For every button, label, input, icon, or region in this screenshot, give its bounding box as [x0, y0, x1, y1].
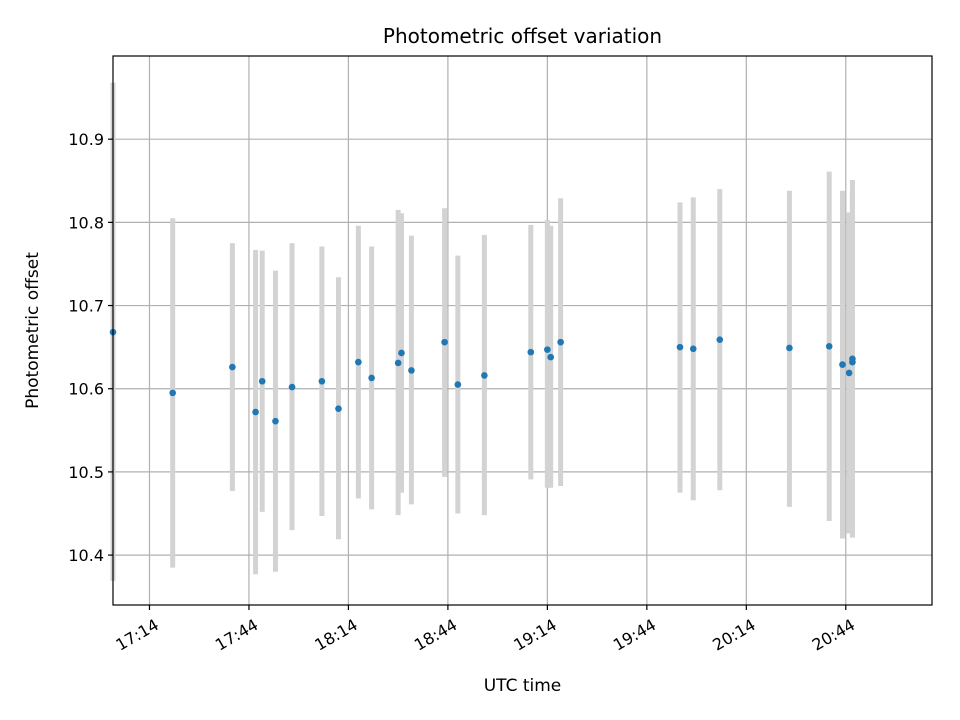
data-point — [454, 381, 462, 388]
plot-frame — [112, 55, 933, 606]
data-point — [481, 372, 488, 379]
data-points — [109, 328, 856, 425]
data-point — [368, 374, 375, 382]
data-point — [676, 343, 684, 351]
data-point — [845, 369, 853, 377]
data-point — [825, 343, 833, 350]
data-point — [441, 338, 448, 346]
data-point — [527, 348, 535, 356]
data-point — [272, 417, 279, 425]
data-point — [786, 344, 793, 352]
data-point — [318, 377, 326, 385]
data-point — [169, 389, 176, 397]
y-axis-title: Photometric offset — [23, 252, 43, 409]
y-tick-label: 10.4 — [68, 546, 104, 565]
data-point — [398, 349, 405, 357]
data-point — [355, 358, 362, 366]
y-tick-label: 10.8 — [68, 213, 104, 232]
data-point — [689, 345, 697, 353]
y-tick-label: 10.7 — [68, 297, 104, 316]
data-point — [229, 363, 236, 371]
data-point — [335, 405, 342, 412]
y-axis: 10.4 10.5 10.6 10.7 10.8 10.9 — [68, 130, 113, 565]
y-tick-label: 10.5 — [68, 463, 104, 482]
data-point — [839, 361, 846, 368]
y-tick-label: 10.9 — [68, 130, 104, 149]
data-point — [258, 377, 266, 385]
data-point — [288, 383, 296, 391]
chart-title: Photometric offset variation — [383, 24, 662, 48]
y-tick-label: 10.6 — [68, 380, 104, 399]
data-point — [849, 358, 856, 366]
data-point — [252, 408, 259, 416]
data-point — [394, 359, 402, 367]
x-axis-title: UTC time — [484, 676, 562, 696]
data-point — [408, 367, 415, 374]
data-point — [557, 338, 564, 346]
data-point — [544, 346, 551, 353]
data-point — [716, 336, 724, 343]
data-point — [547, 353, 554, 361]
